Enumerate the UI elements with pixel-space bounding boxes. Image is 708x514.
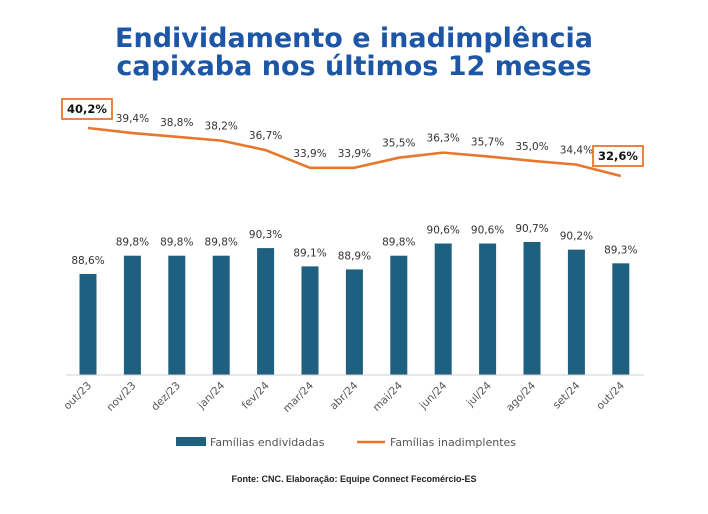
x-tick-label: fev/24 [240,379,272,411]
bar-data-label: 89,3% [604,244,637,256]
bar [612,263,630,375]
x-tick-label: dez/23 [149,380,183,414]
bar-data-label: 90,6% [427,225,460,237]
bar-data-label: 89,8% [382,237,415,249]
bar [523,242,541,375]
bar-data-label: 89,8% [160,237,193,249]
bar [123,255,141,375]
bar-data-label: 90,6% [471,225,504,237]
bar [79,274,97,375]
line-data-label: 38,2% [205,121,238,133]
line-data-label: 35,5% [382,138,415,150]
bar-data-label: 89,8% [205,237,238,249]
bar-data-label: 90,3% [249,229,282,241]
bar [168,255,186,375]
x-tick-label: jun/24 [417,379,450,412]
bar-data-label: 90,2% [560,231,593,243]
legend-label-endividadas: Famílias endividadas [210,436,325,449]
highlight-box [592,145,644,167]
bar [212,255,230,375]
line-data-label: 35,0% [515,141,548,153]
x-tick-label: ago/24 [504,379,538,413]
bar [257,248,275,375]
legend-label-inadimplentes: Famílias inadimplentes [390,436,516,449]
line-data-label: 36,7% [249,130,282,142]
chart-title-line-1: Endividamento e inadimplência [115,23,593,54]
combo-chart: 88,6% 89,8% 89,8% 89,8% 90,3% 89,1% 88,9% 89,8%… [61,98,644,449]
x-tick-label: abr/24 [328,379,361,412]
bar-data-label: 89,1% [293,247,326,259]
x-tick-label: mar/24 [281,379,316,414]
chart-title-line-2: capixaba nos últimos 12 meses [116,51,592,82]
bar-data-label: 89,8% [116,237,149,249]
legend-swatch-endividadas [176,437,206,446]
line-data-label: 38,8% [160,117,193,129]
bar [434,243,452,375]
line-series-inadimplentes [87,126,622,178]
bar [390,255,408,375]
line-data-label: 36,3% [427,133,460,145]
source-note: Fonte: CNC. Elaboração: Equipe Connect F… [231,474,477,484]
bar-data-label: 88,6% [71,255,104,267]
bar [345,269,363,375]
x-tick-label: set/24 [551,379,583,411]
x-tick-label: out/23 [62,380,95,413]
line-data-label: 33,9% [338,148,371,160]
x-tick-label: mai/24 [371,379,406,414]
line-data-label: 40,2% [67,102,107,116]
bar [479,243,497,375]
bar [301,266,319,375]
line-data-label: 33,9% [293,148,326,160]
bar-data-label: 88,9% [338,250,371,262]
line-data-label: 32,6% [598,149,638,163]
line-data-label: 39,4% [116,113,149,125]
bar [567,249,585,375]
x-tick-label: jul/24 [464,379,494,409]
x-tick-label: jan/24 [195,379,228,412]
line-data-label: 34,4% [560,145,593,157]
x-tick-label: nov/23 [104,380,138,414]
bar-data-label: 90,7% [515,223,548,235]
x-tick-label: out/24 [594,379,627,412]
highlight-box [61,98,113,120]
line-data-label: 35,7% [471,136,504,148]
